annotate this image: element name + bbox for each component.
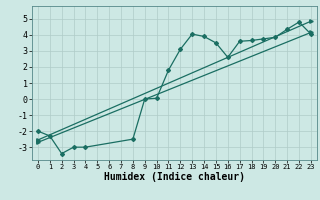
X-axis label: Humidex (Indice chaleur): Humidex (Indice chaleur) [104, 172, 245, 182]
